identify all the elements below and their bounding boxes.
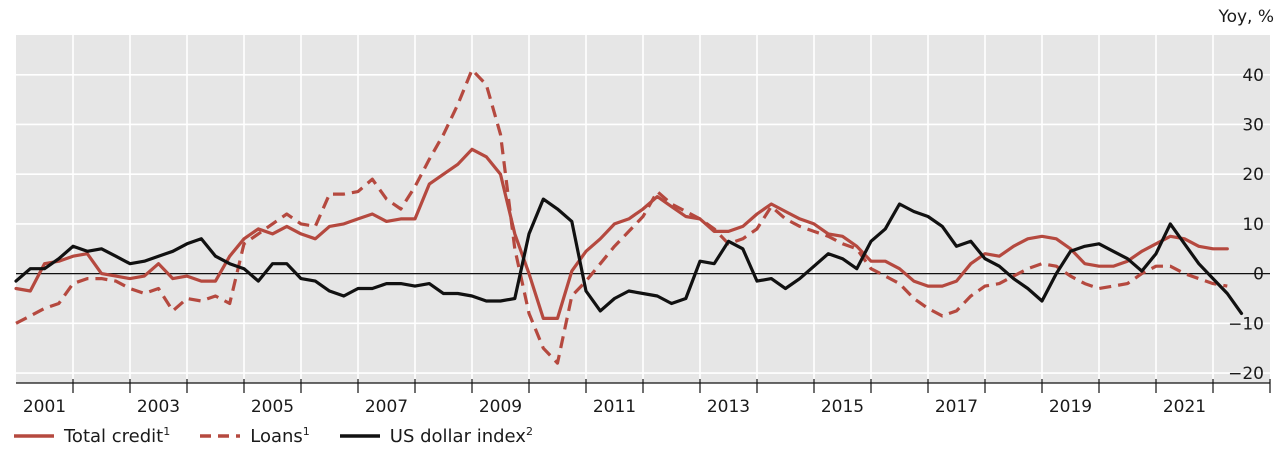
x-tick-label-2015: 2015 [821, 397, 864, 417]
legend-swatch-loans [200, 434, 241, 438]
x-tick-label-2001: 2001 [23, 397, 66, 417]
x-tick-label-2021: 2021 [1163, 397, 1206, 417]
y-axis: 40 30 20 10 0 −10 −20 [1228, 66, 1264, 384]
x-tick-label-2011: 2011 [593, 397, 636, 417]
legend-item-loans: Loans1 [200, 425, 310, 447]
y-tick-label--20: −20 [1228, 364, 1264, 384]
series-line-usd [14, 197, 1244, 315]
legend-item-total-credit: Total credit1 [14, 425, 170, 447]
x-tick-label-2017: 2017 [935, 397, 978, 417]
chart: 2001 2003 2005 2007 2009 2011 2013 2015 2017 2019… [14, 7, 1274, 417]
x-tick-label-2019: 2019 [1049, 397, 1092, 417]
gridlines [16, 35, 1270, 383]
x-tick-label-2009: 2009 [479, 397, 522, 417]
legend-label-total-credit: Total credit [64, 426, 164, 447]
x-tick-label-2007: 2007 [365, 397, 408, 417]
y-tick-label--10: −10 [1228, 314, 1264, 334]
series-layer [14, 68, 1244, 365]
legend-swatch-total-credit [14, 434, 54, 438]
x-tick-label-2013: 2013 [707, 397, 750, 417]
series-line-total-credit [14, 147, 1229, 320]
y-tick-label-20: 20 [1242, 165, 1264, 185]
y-unit-label: Yoy, % [1217, 7, 1274, 27]
y-tick-label-0: 0 [1253, 265, 1264, 285]
series-line-loans [15, 68, 1228, 365]
y-tick-label-10: 10 [1242, 215, 1264, 235]
y-tick-label-30: 30 [1242, 115, 1264, 135]
legend-footnote-usd: 2 [525, 425, 533, 438]
x-axis: 2001 2003 2005 2007 2009 2011 2013 2015 2017 2019… [16, 379, 1271, 417]
legend-footnote-loans: 1 [302, 425, 310, 438]
x-tick-label-2003: 2003 [137, 397, 180, 417]
legend-footnote-total-credit: 1 [163, 425, 171, 438]
legend-item-usd: US dollar index2 [339, 425, 533, 447]
legend: Total credit1 Loans1 US dollar index2 [14, 425, 563, 447]
legend-swatch-usd [339, 434, 380, 438]
legend-label-usd: US dollar index [389, 426, 526, 447]
x-tick-label-2005: 2005 [251, 397, 294, 417]
legend-label-loans: Loans [250, 426, 303, 447]
y-tick-label-40: 40 [1242, 66, 1264, 86]
